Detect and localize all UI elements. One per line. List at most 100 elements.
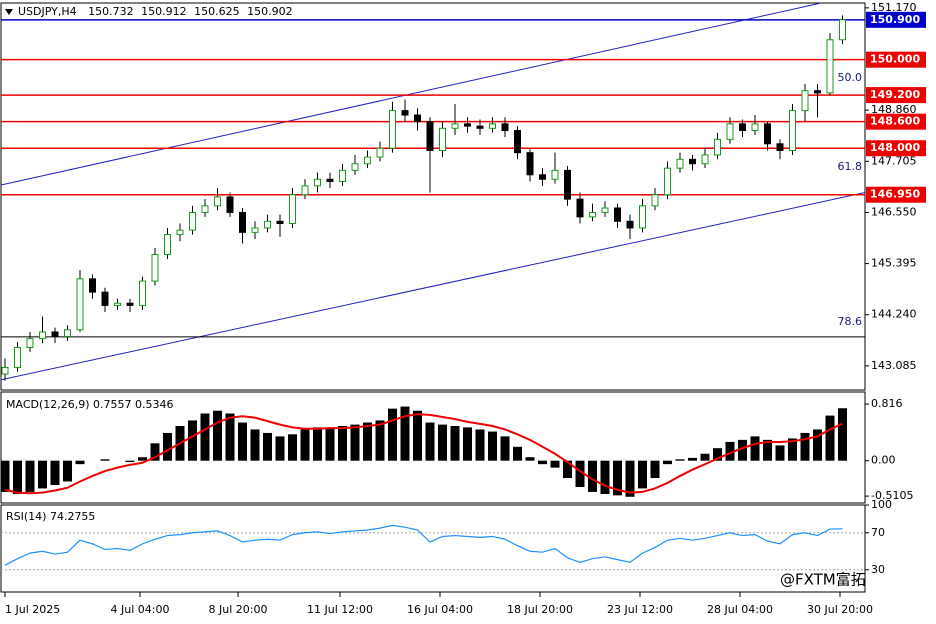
- macd-bar: [738, 439, 747, 461]
- header-open: 150.732: [88, 5, 134, 18]
- macd-bar: [475, 429, 485, 461]
- candle-body: [189, 211, 196, 231]
- candle-body: [589, 211, 596, 218]
- y-tick-label: 30: [871, 563, 885, 576]
- candle-body: [451, 123, 459, 129]
- candle-body: [789, 110, 796, 151]
- macd-bar: [550, 460, 560, 468]
- candle-body: [164, 234, 171, 256]
- macd-bar: [25, 460, 35, 492]
- level-label: 146.950: [870, 188, 920, 201]
- candle-body: [514, 130, 521, 154]
- candle-body: [826, 39, 834, 94]
- macd-bar: [463, 427, 472, 461]
- candle-body: [114, 302, 121, 306]
- macd-panel: [0, 391, 866, 504]
- y-tick-label: 143.085: [871, 359, 917, 372]
- candle-body: [639, 205, 646, 229]
- macd-bar: [538, 460, 547, 465]
- macd-bar: [63, 460, 72, 482]
- candle-body: [64, 329, 71, 337]
- candle-body: [714, 138, 721, 156]
- macd-bar: [50, 460, 60, 485]
- y-tick-label: 151.170: [871, 1, 917, 14]
- level-label-box: [866, 51, 926, 68]
- macd-title: MACD(12,26,9) 0.7557 0.5346: [6, 398, 174, 411]
- macd-bar: [150, 443, 160, 461]
- level-label-box: [866, 11, 926, 28]
- candle-body: [139, 280, 146, 306]
- channel-line: [1, 3, 824, 186]
- candle-body: [401, 110, 409, 116]
- macd-bar: [363, 422, 372, 461]
- y-tick-label: -0.5105: [871, 489, 913, 502]
- candle-body: [839, 19, 846, 41]
- macd-bar: [688, 457, 697, 461]
- candle-body: [764, 123, 771, 145]
- candle-body: [564, 169, 571, 200]
- candle-body: [701, 154, 709, 165]
- macd-bar: [450, 425, 460, 461]
- macd-bar: [413, 410, 422, 461]
- candle-body: [289, 194, 296, 225]
- macd-bar: [400, 406, 410, 461]
- candle-body: [776, 143, 784, 151]
- macd-bar: [275, 436, 285, 461]
- candle-body: [314, 178, 321, 187]
- candle-body: [576, 198, 584, 218]
- candle-body: [226, 196, 234, 213]
- candle-body: [364, 156, 371, 165]
- macd-bar: [700, 453, 710, 461]
- candle-body: [551, 169, 559, 180]
- candle-body: [389, 110, 396, 149]
- candle-body: [526, 152, 534, 176]
- macd-bar: [338, 425, 347, 461]
- level-label: 148.000: [870, 141, 920, 154]
- macd-bar: [613, 460, 622, 496]
- candle-body: [101, 291, 109, 306]
- macd-bar: [725, 441, 735, 461]
- macd-bar: [13, 460, 22, 494]
- symbol-menu-arrow[interactable]: [5, 9, 13, 15]
- macd-bar: [575, 460, 585, 488]
- macd-bar: [788, 438, 797, 461]
- fib-label: 61.8: [838, 160, 863, 173]
- macd-bar: [425, 422, 435, 461]
- macd-bar: [138, 457, 147, 461]
- macd-bar: [813, 429, 822, 461]
- macd-bar: [300, 429, 310, 461]
- level-label-box: [866, 87, 926, 104]
- candle-body: [276, 220, 284, 225]
- candle-body: [201, 205, 209, 213]
- level-label-box: [866, 186, 926, 203]
- macd-bar: [500, 436, 510, 461]
- macd-bar: [188, 420, 197, 461]
- macd-bar: [438, 424, 447, 461]
- candle-body: [726, 123, 734, 140]
- macd-bar: [638, 460, 647, 489]
- x-tick-label: 18 Jul 20:00: [507, 603, 573, 616]
- macd-bar: [600, 460, 610, 494]
- macd-bar: [488, 431, 497, 461]
- candle-body: [426, 121, 434, 151]
- candle-body: [1, 366, 9, 375]
- level-label-box: [866, 113, 926, 130]
- candle-body: [351, 163, 359, 171]
- fib-label: 78.6: [838, 315, 863, 328]
- x-tick-label: 8 Jul 20:00: [209, 603, 268, 616]
- macd-bar: [588, 460, 597, 492]
- macd-bar: [563, 460, 572, 479]
- candle-body: [614, 207, 621, 222]
- level-label-box: [866, 140, 926, 157]
- x-tick-label: 23 Jul 12:00: [607, 603, 673, 616]
- candle-body: [751, 123, 759, 132]
- macd-bar: [375, 420, 385, 461]
- macd-bar: [238, 422, 247, 461]
- macd-bar: [650, 460, 660, 479]
- macd-bar: [100, 459, 110, 461]
- macd-bar: [213, 410, 222, 461]
- y-tick-label: 100: [871, 498, 892, 511]
- candle-body: [476, 125, 484, 129]
